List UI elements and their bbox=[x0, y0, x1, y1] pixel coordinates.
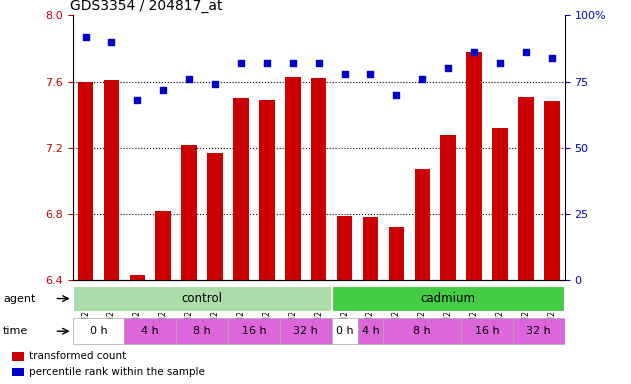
Bar bbox=[358, 318, 384, 344]
Bar bbox=[280, 318, 332, 344]
Text: cadmium: cadmium bbox=[421, 292, 476, 305]
Text: 32 h: 32 h bbox=[526, 326, 551, 336]
Text: 32 h: 32 h bbox=[293, 326, 318, 336]
Point bbox=[495, 60, 505, 66]
Text: 8 h: 8 h bbox=[193, 326, 211, 336]
Bar bbox=[228, 318, 280, 344]
Text: 16 h: 16 h bbox=[475, 326, 499, 336]
Bar bbox=[181, 144, 197, 280]
Bar bbox=[129, 275, 145, 280]
Bar bbox=[363, 217, 378, 280]
Bar bbox=[155, 211, 171, 280]
Point bbox=[210, 81, 220, 87]
Text: agent: agent bbox=[3, 293, 35, 304]
Bar bbox=[233, 98, 249, 280]
Point bbox=[107, 39, 117, 45]
Point bbox=[184, 76, 194, 82]
Point bbox=[314, 60, 324, 66]
Text: time: time bbox=[3, 326, 28, 336]
Bar bbox=[73, 286, 332, 311]
Point bbox=[443, 65, 453, 71]
Bar bbox=[492, 128, 508, 280]
Text: GDS3354 / 204817_at: GDS3354 / 204817_at bbox=[70, 0, 223, 13]
Bar bbox=[13, 352, 23, 361]
Bar bbox=[78, 82, 93, 280]
Bar bbox=[207, 153, 223, 280]
Bar bbox=[415, 169, 430, 280]
Bar bbox=[124, 318, 176, 344]
Bar bbox=[13, 368, 23, 376]
Bar bbox=[544, 101, 560, 280]
Point bbox=[236, 60, 246, 66]
Bar bbox=[259, 100, 274, 280]
Text: 0 h: 0 h bbox=[336, 326, 353, 336]
Bar bbox=[73, 318, 124, 344]
Text: percentile rank within the sample: percentile rank within the sample bbox=[28, 367, 204, 377]
Bar bbox=[440, 134, 456, 280]
Point bbox=[133, 97, 143, 103]
Bar bbox=[513, 318, 565, 344]
Point bbox=[521, 50, 531, 56]
Bar bbox=[384, 318, 461, 344]
Text: 0 h: 0 h bbox=[90, 326, 107, 336]
Text: 16 h: 16 h bbox=[242, 326, 266, 336]
Bar bbox=[466, 52, 482, 280]
Text: 8 h: 8 h bbox=[413, 326, 431, 336]
Point bbox=[288, 60, 298, 66]
Bar bbox=[103, 80, 119, 280]
Text: 4 h: 4 h bbox=[362, 326, 379, 336]
Bar bbox=[176, 318, 228, 344]
Bar bbox=[337, 216, 352, 280]
Bar bbox=[332, 318, 358, 344]
Point bbox=[158, 86, 168, 93]
Point bbox=[391, 92, 401, 98]
Point bbox=[81, 33, 91, 40]
Point bbox=[417, 76, 427, 82]
Bar bbox=[332, 286, 565, 311]
Text: transformed count: transformed count bbox=[28, 351, 126, 361]
Point bbox=[365, 71, 375, 77]
Point bbox=[262, 60, 272, 66]
Bar bbox=[518, 96, 534, 280]
Point bbox=[339, 71, 350, 77]
Bar bbox=[311, 78, 326, 280]
Point bbox=[546, 55, 557, 61]
Text: control: control bbox=[182, 292, 223, 305]
Point bbox=[469, 50, 479, 56]
Bar bbox=[285, 77, 300, 280]
Bar bbox=[389, 227, 404, 280]
Text: 4 h: 4 h bbox=[141, 326, 159, 336]
Bar bbox=[461, 318, 513, 344]
